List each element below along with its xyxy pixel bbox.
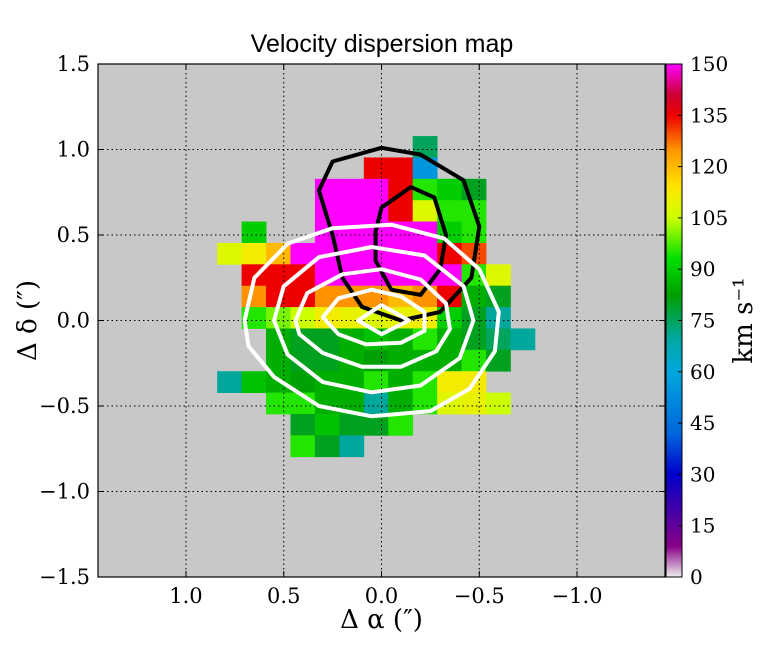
data-pixel	[314, 200, 340, 222]
x-tick-label: −1.0	[552, 584, 603, 608]
data-pixel	[363, 157, 389, 180]
contour-line	[356, 303, 411, 337]
contour-line	[272, 245, 476, 395]
x-tick-label: −0.5	[454, 584, 505, 608]
y-tick-label: −0.5	[39, 394, 90, 418]
data-pixel	[241, 371, 267, 393]
y-axis-label: Δ δ (″)	[13, 280, 43, 361]
colorbar-tick-label: 75	[690, 309, 715, 333]
data-pixel	[339, 307, 365, 329]
colorbar-tick-label: 15	[690, 514, 715, 538]
y-tick-label: 0.0	[57, 309, 90, 333]
data-pixel	[290, 242, 316, 265]
data-pixel	[314, 307, 340, 329]
data-pixel	[486, 264, 511, 287]
data-pixel	[290, 349, 316, 372]
data-pixel	[290, 307, 316, 329]
data-pixel	[241, 221, 267, 244]
colorbar-label: km s⁻¹	[729, 277, 759, 363]
data-pixel	[217, 242, 243, 265]
data-pixel	[339, 200, 365, 222]
colorbar-tick-label: 60	[690, 360, 715, 384]
data-pixel	[290, 435, 316, 458]
y-tick-label: −1.0	[39, 480, 90, 504]
data-pixel	[266, 264, 291, 287]
data-pixel	[461, 221, 487, 244]
data-pixel	[290, 264, 316, 287]
plot-area	[97, 63, 666, 578]
colorbar-tick-label: 120	[690, 155, 728, 179]
data-pixel	[461, 349, 487, 372]
colorbar-tick-label: 0	[690, 565, 703, 589]
data-pixel	[363, 178, 389, 201]
y-tick-label: −1.5	[39, 565, 90, 589]
x-tick-label: 0.0	[365, 584, 398, 608]
data-pixel	[388, 178, 414, 201]
x-axis-label: Δ α (″)	[340, 605, 423, 635]
data-pixel	[266, 392, 291, 415]
colorbar-tick-label: 135	[690, 103, 728, 127]
y-tick-label: 1.0	[57, 138, 90, 162]
data-pixel	[486, 392, 511, 415]
data-pixel	[241, 242, 267, 265]
data-pixel	[437, 328, 462, 351]
data-pixel	[314, 328, 340, 351]
data-pixel	[339, 413, 365, 436]
data-pixel	[412, 200, 438, 222]
contour-line	[316, 145, 482, 323]
data-pixel	[510, 328, 536, 351]
chart-title: Velocity dispersion map	[251, 30, 514, 58]
x-tick-label: 1.0	[169, 584, 202, 608]
data-pixel	[339, 435, 365, 458]
contour-line	[293, 267, 452, 369]
data-pixel	[437, 200, 462, 222]
data-pixel	[388, 157, 414, 180]
data-pixel	[486, 328, 511, 351]
data-pixel	[241, 285, 267, 308]
data-pixel	[461, 392, 487, 415]
colorbar-tick-label: 45	[690, 411, 715, 435]
data-pixel	[314, 413, 340, 436]
data-pixel	[388, 392, 414, 415]
data-pixel	[217, 371, 243, 393]
x-tick-label: 0.5	[267, 584, 300, 608]
y-axis-ticks: 1.5 1.0 0.5 0.0 −0.5 −1.0 −1.5	[39, 52, 665, 589]
contour-layer	[242, 145, 501, 419]
colorbar-tick-label: 105	[690, 206, 728, 230]
data-pixel	[437, 349, 462, 372]
colorbar-tick-label: 30	[690, 462, 715, 486]
y-tick-label: 1.5	[57, 52, 90, 76]
data-pixel	[314, 435, 340, 458]
colorbar-tick-label: 150	[690, 52, 728, 76]
data-pixel	[339, 392, 365, 415]
colorbar-tick-label: 90	[690, 257, 715, 281]
data-pixel	[266, 285, 291, 308]
data-pixel	[290, 413, 316, 436]
data-pixel	[266, 307, 291, 329]
data-pixel	[339, 178, 365, 201]
data-pixel	[388, 200, 414, 222]
data-pixel	[266, 349, 291, 372]
data-pixel	[363, 371, 389, 393]
contour-line	[242, 222, 501, 419]
data-pixel	[388, 242, 414, 265]
y-tick-label: 0.5	[57, 223, 90, 247]
data-pixel	[437, 178, 462, 201]
data-pixel	[290, 371, 316, 393]
data-pixel	[363, 392, 389, 415]
x-axis-ticks: 1.0 0.5 0.0 −0.5 −1.0	[169, 64, 603, 608]
contour-line	[320, 287, 427, 347]
data-pixel	[437, 371, 462, 393]
data-pixel	[363, 413, 389, 436]
data-pixel	[388, 413, 414, 436]
